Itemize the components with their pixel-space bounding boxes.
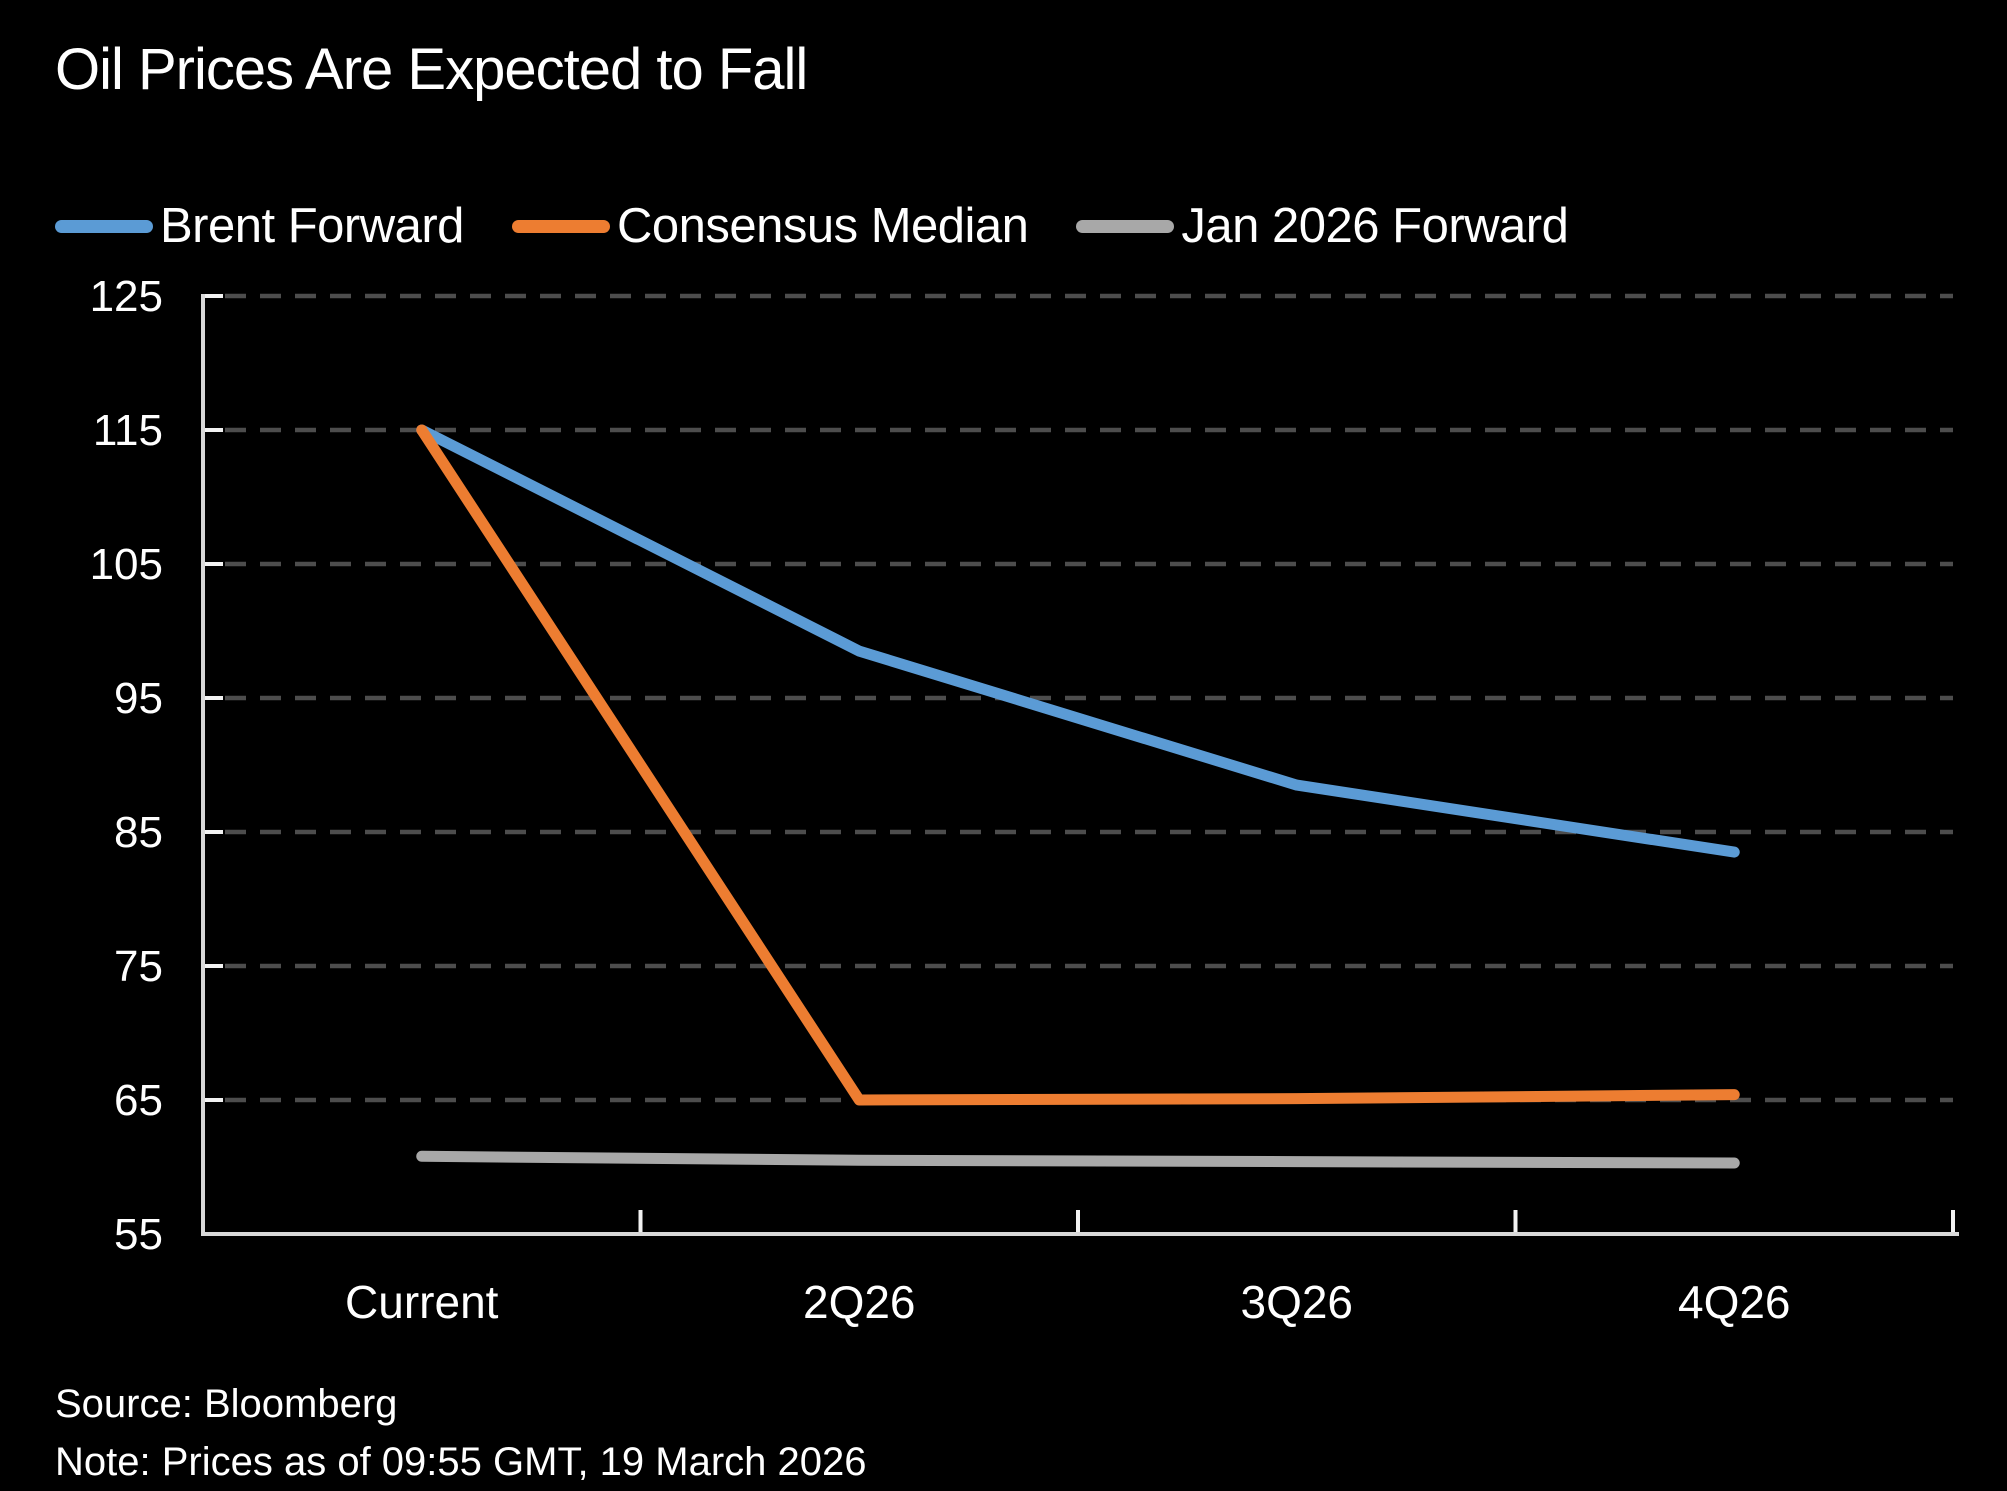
y-axis-label: 75 (114, 942, 163, 991)
legend-swatch-icon (511, 219, 610, 233)
legend-item-jan-2026-forward: Jan 2026 Forward (1076, 198, 1569, 254)
y-axis-label: 85 (114, 808, 163, 857)
x-axis-label: 3Q26 (1240, 1276, 1353, 1328)
series-line-brent-forward (416, 424, 1740, 858)
y-axis-label: 55 (114, 1210, 163, 1259)
y-axis-label: 95 (114, 674, 163, 723)
note-text: Note: Prices as of 09:55 GMT, 19 March 2… (55, 1440, 867, 1484)
legend-swatch-icon (55, 219, 153, 233)
legend-item-consensus-median: Consensus Median (511, 198, 1029, 254)
legend-item-brent-forward: Brent Forward (55, 198, 464, 254)
legend-label: Consensus Median (616, 199, 1029, 253)
x-axis-label: 2Q26 (803, 1276, 916, 1328)
y-axis-label: 105 (90, 540, 163, 589)
y-axis-label: 125 (90, 272, 163, 321)
y-axis-label: 115 (93, 406, 163, 455)
chart-title: Oil Prices Are Expected to Fall (55, 37, 808, 102)
y-axis-label: 65 (114, 1076, 163, 1125)
series-line-jan-2026-forward (416, 1150, 1740, 1169)
source-text: Source: Bloomberg (55, 1382, 398, 1426)
legend: Brent Forward Consensus Median Jan 2026 Fo… (55, 198, 1569, 254)
series-line-consensus-median (416, 424, 1740, 1106)
x-axis-label: Current (345, 1276, 499, 1328)
legend-swatch-icon (1076, 219, 1175, 233)
x-axis-label: 4Q26 (1678, 1276, 1791, 1328)
legend-label: Brent Forward (160, 199, 464, 253)
legend-label: Jan 2026 Forward (1181, 199, 1569, 253)
